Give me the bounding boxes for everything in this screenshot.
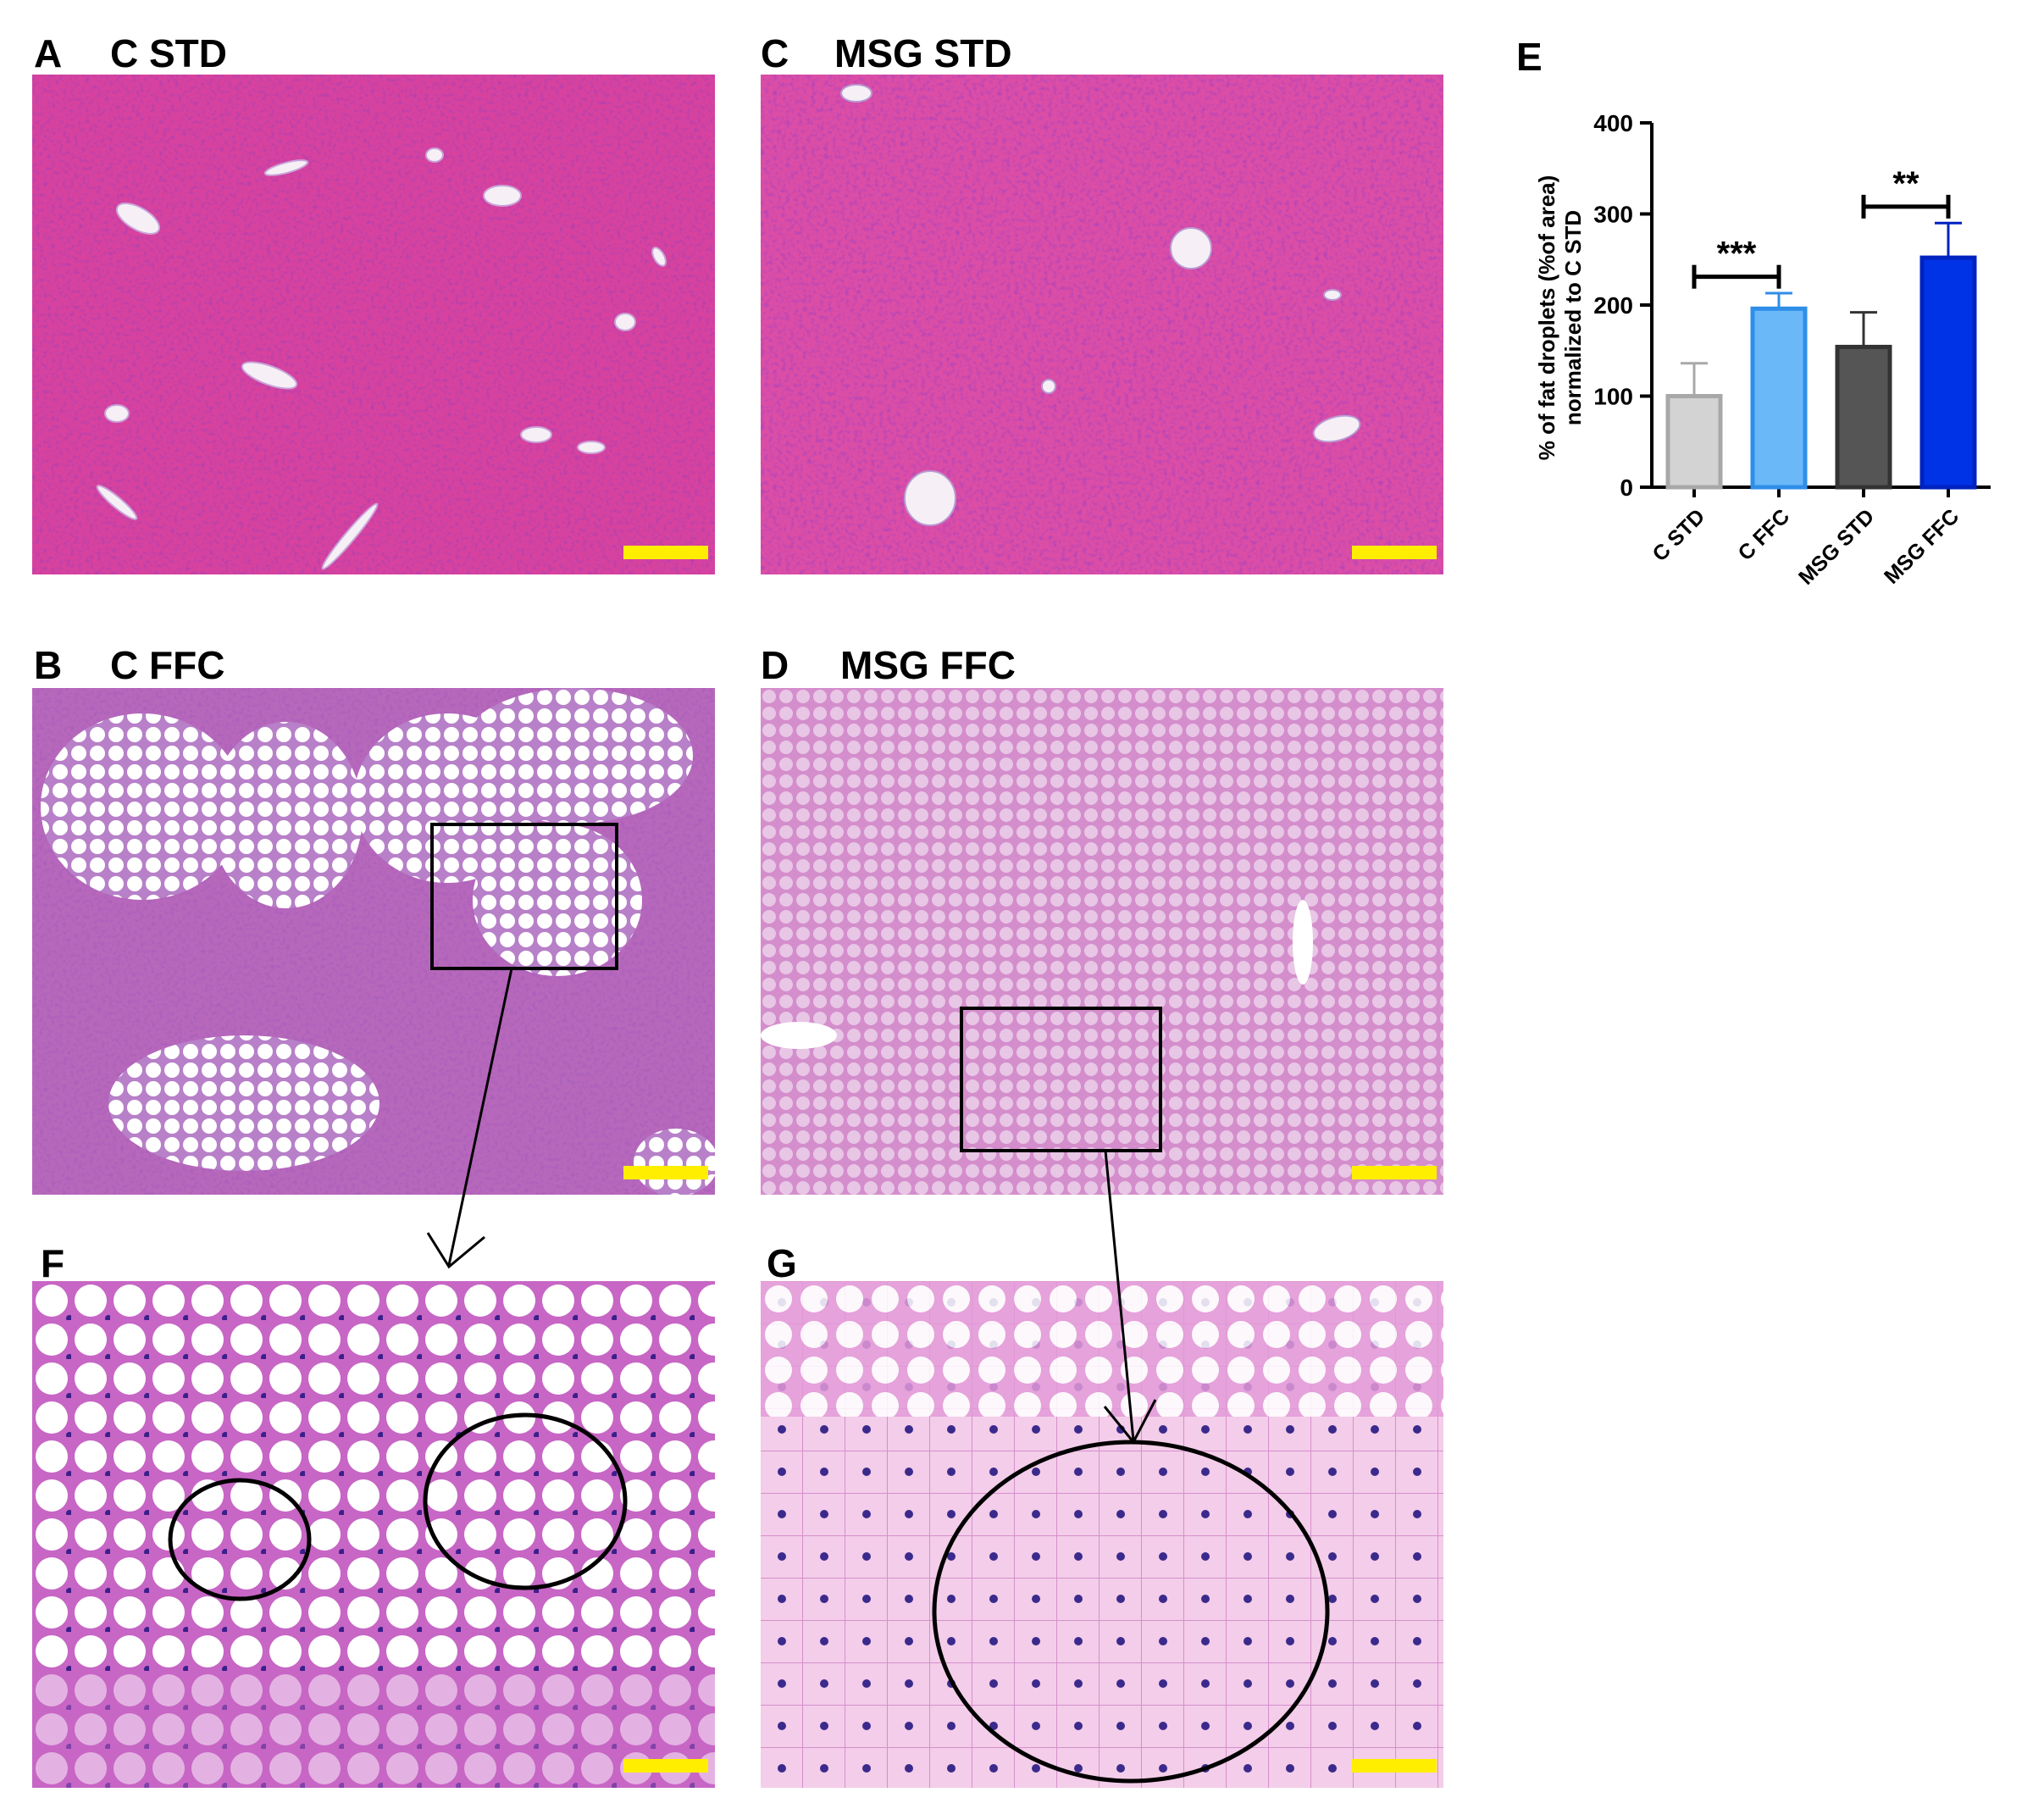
scale-bar	[1352, 1166, 1437, 1179]
bar-msg-std	[1835, 344, 1892, 490]
micrograph-g	[761, 1281, 1443, 1788]
panel-d-title: MSG FFC	[840, 643, 1016, 687]
panel-a-letter: A	[34, 31, 63, 75]
scale-bar	[623, 546, 708, 559]
x-tick-label: MSG STD	[1794, 504, 1879, 589]
chart-bars	[1665, 221, 1977, 490]
scale-bar	[1352, 1759, 1437, 1773]
scale-bar	[1352, 546, 1437, 559]
y-axis-label: % of fat droplets (%of area) normalized …	[1534, 175, 1586, 461]
x-tick-label: C FFC	[1733, 504, 1794, 565]
micrograph-g-image	[761, 1281, 1443, 1788]
y-tick-label: 100	[1593, 384, 1633, 410]
bar-msg-ffc	[1919, 255, 1977, 490]
micrograph-a	[32, 75, 715, 574]
micrograph-f	[32, 1281, 715, 1788]
micrograph-c	[761, 75, 1443, 574]
micrograph-b	[32, 688, 715, 1195]
arrowhead-b	[426, 1232, 485, 1269]
panel-f-letter: F	[41, 1241, 65, 1285]
micrograph-b-image	[32, 688, 715, 1195]
scale-bar	[623, 1759, 708, 1773]
significance-label: **	[1892, 165, 1919, 203]
panel-c-letter: C	[761, 31, 789, 75]
bar-c-std	[1665, 394, 1723, 490]
panel-d-letter: D	[761, 643, 789, 687]
panel-b-title: C FFC	[110, 643, 225, 687]
micrograph-d	[761, 688, 1443, 1195]
y-tick-label: 0	[1620, 474, 1633, 501]
chart-significance: *****	[1692, 165, 1951, 289]
micrograph-f-image	[32, 1281, 715, 1788]
micrograph-c-image	[761, 75, 1443, 574]
panel-g-letter: G	[767, 1241, 797, 1285]
chart-svg: % of fat droplets (%of area) normalized …	[1534, 110, 1991, 590]
y-axis-label-line1: % of fat droplets (%of area)	[1534, 175, 1559, 461]
scale-bar	[623, 1166, 708, 1179]
micrograph-a-image	[32, 75, 715, 574]
y-tick-label: 300	[1593, 202, 1633, 228]
y-axis-label-line2: normalized to C STD	[1560, 210, 1586, 425]
panel-c-title: MSG STD	[834, 31, 1012, 75]
bar-c-ffc	[1750, 306, 1808, 490]
y-tick-label: 200	[1593, 292, 1633, 319]
fat-droplet-chart: % of fat droplets (%of area) normalized …	[1499, 93, 2008, 635]
panel-b-letter: B	[34, 643, 63, 687]
y-tick-label: 400	[1593, 110, 1633, 136]
x-tick-label: C STD	[1648, 504, 1709, 566]
significance-label: ***	[1717, 236, 1757, 273]
x-tick-label: MSG FFC	[1880, 504, 1964, 588]
micrograph-d-image	[761, 688, 1443, 1195]
panel-a-title: C STD	[110, 31, 227, 75]
panel-e-letter: E	[1516, 35, 1543, 79]
